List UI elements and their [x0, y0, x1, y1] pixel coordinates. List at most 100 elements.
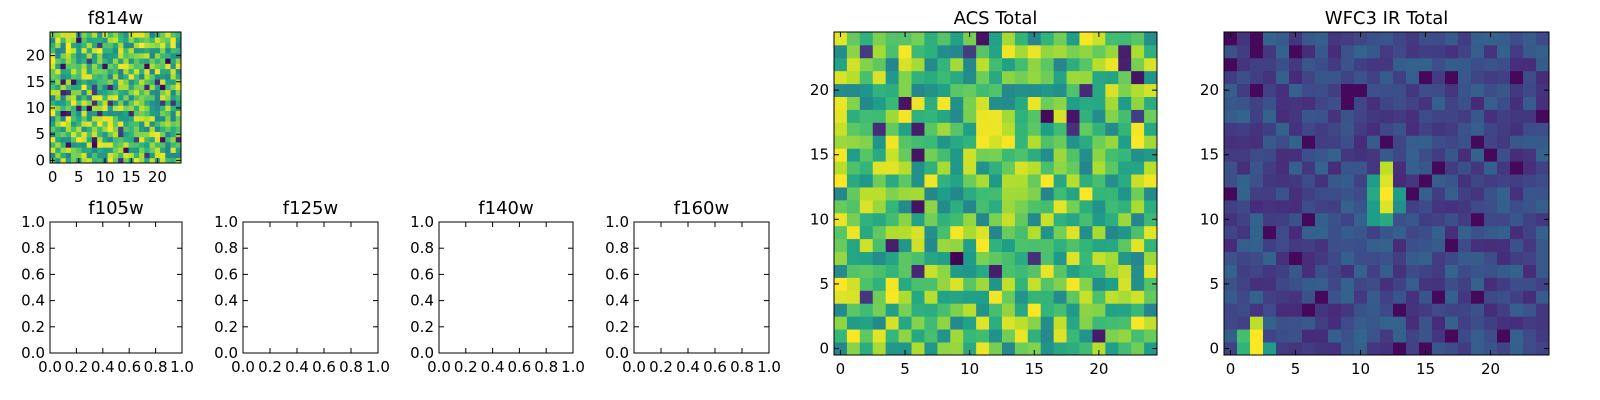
heatmap-cell [1014, 316, 1029, 330]
heatmap-cell [149, 126, 156, 132]
heatmap-cell [107, 147, 114, 153]
heatmap-cell [50, 142, 56, 148]
heatmap-cell [1354, 238, 1368, 253]
heatmap-cell [91, 142, 98, 148]
heatmap-cell [1458, 32, 1472, 46]
heatmap-cell [154, 100, 161, 106]
heatmap-cell [1131, 251, 1145, 265]
heatmap-cell [97, 73, 103, 80]
heatmap-cell [50, 152, 56, 159]
heatmap-cell [112, 89, 119, 96]
heatmap-cell [1406, 264, 1420, 278]
heatmap-cell [1224, 342, 1238, 356]
heatmap-cell [97, 136, 103, 143]
heatmap-cell [1510, 212, 1524, 227]
y-tick-label: 0.2 [605, 318, 629, 336]
heatmap-cell [911, 290, 925, 304]
heatmap-cell [123, 37, 129, 43]
heatmap-cell [1341, 161, 1355, 175]
heatmap-cell [65, 131, 72, 138]
heatmap-cell [963, 225, 977, 240]
heatmap-cell [149, 142, 156, 148]
heatmap-cell [1432, 251, 1446, 265]
heatmap-cell [144, 52, 150, 59]
heatmap-cell [1471, 70, 1485, 85]
y-tick-label: 10 [26, 99, 45, 117]
heatmap-cell [911, 96, 925, 110]
x-tick-label: 1.0 [561, 358, 585, 376]
heatmap-cell [1380, 238, 1394, 253]
heatmap-cell [1250, 342, 1264, 356]
heatmap-cell [149, 58, 156, 64]
heatmap-cell [70, 142, 77, 148]
heatmap-cell [1354, 148, 1368, 162]
heatmap-cell [898, 70, 912, 85]
heatmap-cell [170, 136, 177, 143]
heatmap-cell [1523, 135, 1537, 149]
heatmap-cell [1014, 290, 1029, 304]
heatmap-cell [154, 136, 161, 143]
heatmap-cell [112, 142, 119, 148]
heatmap-cell [1118, 238, 1132, 253]
heatmap-cell [1092, 96, 1106, 110]
heatmap-cell [1053, 199, 1067, 214]
heatmap-cell [86, 58, 93, 64]
heatmap-cell [1523, 70, 1537, 85]
heatmap-cell [50, 58, 56, 64]
panel-title-f814w: f814w [88, 8, 143, 29]
heatmap-cell [1328, 187, 1342, 201]
heatmap-cell [170, 157, 177, 164]
heatmap-cell [1237, 174, 1251, 188]
heatmap-cell [1027, 161, 1042, 175]
heatmap-cell [70, 147, 77, 153]
heatmap-cell [1053, 44, 1067, 59]
heatmap-cell [102, 42, 109, 49]
heatmap-cell [1328, 238, 1342, 253]
heatmap-cell [963, 316, 977, 330]
heatmap-cell [1105, 70, 1119, 85]
heatmap-cell [1066, 251, 1080, 265]
heatmap-cell [149, 152, 156, 159]
heatmap-cell [118, 94, 124, 101]
heatmap-cell [1419, 161, 1433, 175]
heatmap-cell [175, 152, 182, 159]
heatmap-cell [1224, 290, 1238, 304]
heatmap-cell [86, 115, 93, 122]
heatmap-cell [1027, 264, 1042, 278]
heatmap-cell [123, 52, 129, 59]
heatmap-cell [872, 277, 887, 291]
heatmap-cell [1092, 212, 1106, 227]
heatmap-cell [160, 37, 166, 43]
heatmap-cell [1497, 174, 1511, 188]
heatmap-cell [937, 135, 951, 149]
axes-frame-acs-total [833, 31, 1158, 356]
heatmap-cell [924, 109, 938, 123]
heatmap-cell [963, 96, 977, 110]
heatmap-cell [1224, 174, 1238, 188]
heatmap-cell [1263, 238, 1277, 253]
heatmap-cell [112, 152, 119, 159]
heatmap-cell [1131, 174, 1145, 188]
heatmap-cell [139, 126, 145, 132]
heatmap-cell [1510, 316, 1524, 330]
heatmap-cell [976, 264, 990, 278]
heatmap-cell [1237, 70, 1251, 85]
heatmap-cell [86, 32, 93, 38]
heatmap-cell [1001, 83, 1016, 97]
x-tick-label: 0.8 [730, 358, 754, 376]
heatmap-cell [1523, 174, 1537, 188]
heatmap-cell [937, 109, 951, 123]
heatmap-cell [154, 73, 161, 80]
heatmap-cell [154, 37, 161, 43]
heatmap-cell [1144, 303, 1158, 317]
heatmap-cell [872, 264, 887, 278]
heatmap-cell [1001, 303, 1016, 317]
heatmap-cell [1523, 199, 1537, 214]
heatmap-cell [118, 110, 124, 117]
heatmap-cell [1393, 290, 1407, 304]
heatmap-cell [872, 329, 887, 343]
heatmap-cell [1276, 109, 1290, 123]
heatmap-cell [872, 187, 887, 201]
heatmap-cell [924, 57, 938, 72]
heatmap-cell [1289, 212, 1303, 227]
